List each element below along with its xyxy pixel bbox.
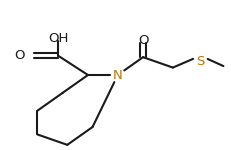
Text: S: S bbox=[196, 55, 205, 68]
Text: O: O bbox=[138, 34, 148, 47]
Text: OH: OH bbox=[48, 32, 68, 45]
Text: O: O bbox=[14, 49, 25, 62]
Text: N: N bbox=[113, 69, 123, 81]
